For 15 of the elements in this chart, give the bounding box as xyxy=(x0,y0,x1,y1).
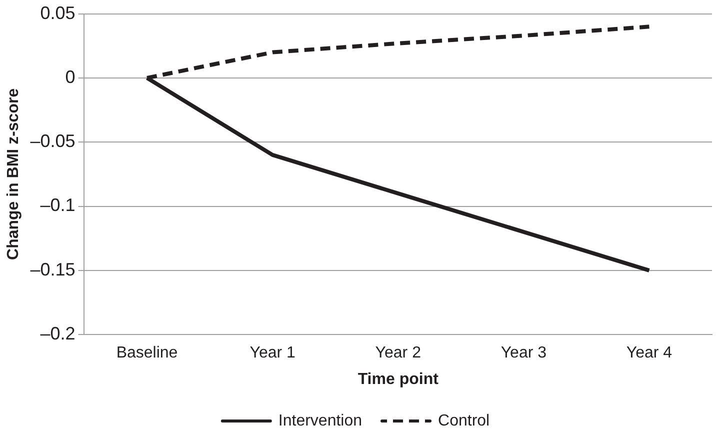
y-tick-label: –0.05 xyxy=(30,131,76,152)
x-tick-label: Year 2 xyxy=(375,344,422,362)
y-tick-label: 0 xyxy=(65,66,76,87)
legend-label: Control xyxy=(438,412,490,430)
y-axis-title: Change in BMI z-score xyxy=(5,88,22,260)
x-tick-label: Year 1 xyxy=(250,344,296,362)
y-tick-label: –0.2 xyxy=(40,324,76,344)
y-tick-label: –0.1 xyxy=(40,195,76,216)
x-axis-title: Time point xyxy=(358,370,440,388)
x-tick-label: Baseline xyxy=(116,344,178,362)
legend-label: Intervention xyxy=(278,412,362,430)
y-tick-label: –0.15 xyxy=(30,259,76,280)
x-tick-label: Year 4 xyxy=(626,344,672,362)
x-tick-label: Year 3 xyxy=(500,344,547,362)
y-tick-label: 0.05 xyxy=(40,2,76,23)
